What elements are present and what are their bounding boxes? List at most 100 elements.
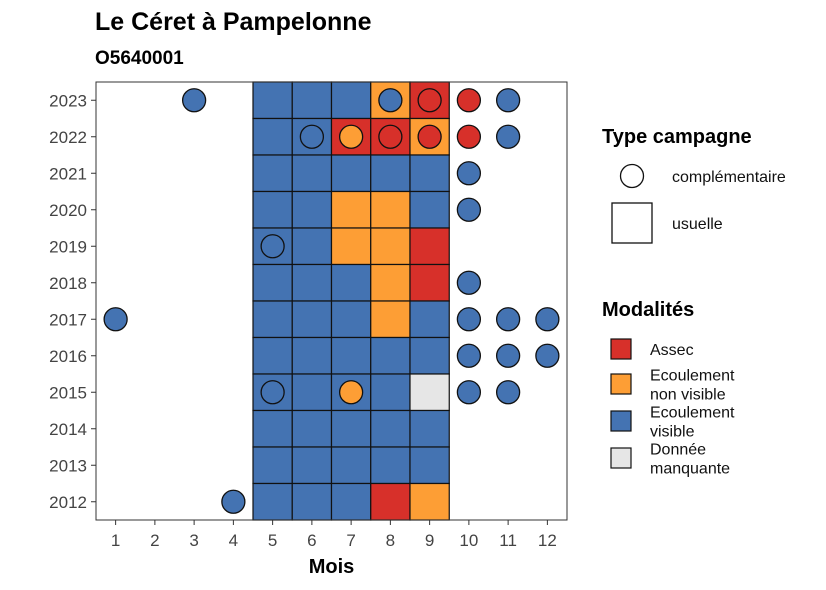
x-tick-label: 8 bbox=[386, 531, 395, 550]
x-tick-label: 3 bbox=[189, 531, 198, 550]
usuelle-cell-2016-5 bbox=[252, 336, 293, 375]
usuelle-cell-2021-9 bbox=[409, 154, 450, 193]
complementaire-point-2019-5 bbox=[260, 234, 285, 259]
x-tick-label: 11 bbox=[499, 531, 517, 550]
usuelle-cell-2017-8 bbox=[370, 300, 411, 339]
usuelle-cell-2022-7 bbox=[330, 117, 372, 156]
y-tick-label: 2022 bbox=[49, 128, 87, 147]
usuelle-cell-2016-9 bbox=[409, 336, 450, 375]
legend-square-symbol bbox=[611, 202, 653, 244]
x-axis-title: Mois bbox=[309, 556, 355, 578]
usuelle-cell-2023-5 bbox=[252, 81, 293, 120]
usuelle-cell-2020-5 bbox=[252, 190, 293, 229]
usuelle-cell-2020-7 bbox=[330, 190, 372, 229]
usuelle-cell-2020-8 bbox=[370, 190, 411, 229]
y-tick-label: 2014 bbox=[49, 420, 87, 439]
y-tick-label: 2017 bbox=[49, 310, 87, 329]
usuelle-cell-2018-6 bbox=[291, 263, 333, 302]
legend-modalites: Modalités Assec Ecoulement non visibleEcou… bbox=[602, 299, 735, 478]
legend-modalite-swatch bbox=[610, 338, 632, 360]
complementaire-point-2022-8 bbox=[378, 124, 403, 149]
plot-panel-border bbox=[95, 81, 568, 521]
complementaire-point-2017-10 bbox=[456, 307, 482, 332]
usuelle-cell-2020-6 bbox=[291, 190, 333, 229]
legend-modalite-swatch bbox=[610, 410, 632, 432]
usuelle-cell-2022-5 bbox=[252, 117, 293, 156]
usuelle-cell-2013-8 bbox=[370, 446, 411, 485]
usuelle-cell-2018-7 bbox=[330, 263, 372, 302]
usuelle-cell-2021-5 bbox=[252, 154, 293, 193]
complementaire-point-2018-10 bbox=[456, 270, 482, 295]
usuelle-cell-2019-6 bbox=[291, 227, 333, 266]
complementaire-point-2022-9 bbox=[417, 124, 442, 149]
legend-circle-symbol bbox=[619, 163, 645, 189]
x-tick-label: 1 bbox=[111, 531, 120, 550]
usuelle-cell-2012-9 bbox=[409, 482, 450, 521]
usuelle-cell-2018-9 bbox=[409, 263, 450, 302]
y-tick-label: 2019 bbox=[49, 237, 87, 256]
usuelle-cell-2014-9 bbox=[409, 409, 450, 448]
usuelle-cell-2020-9 bbox=[409, 190, 450, 229]
complementaire-point-2015-11 bbox=[495, 380, 521, 405]
usuelle-cell-2018-8 bbox=[370, 263, 411, 302]
legend-modalite-label: Ecoulement non visible bbox=[650, 368, 735, 404]
x-tick-label: 6 bbox=[307, 531, 316, 550]
usuelle-cell-2014-7 bbox=[330, 409, 372, 448]
complementaire-point-2016-12 bbox=[535, 343, 560, 368]
complementaire-point-2023-11 bbox=[495, 88, 521, 113]
usuelle-cell-2016-7 bbox=[330, 336, 372, 375]
x-tick-label: 12 bbox=[538, 531, 557, 550]
usuelle-cell-2016-6 bbox=[291, 336, 333, 375]
complementaire-point-2023-8 bbox=[378, 88, 403, 113]
complementaire-point-2022-7 bbox=[338, 124, 364, 149]
usuelle-cell-2015-8 bbox=[370, 373, 411, 412]
usuelle-cell-2015-6 bbox=[291, 373, 333, 412]
y-tick-label: 2015 bbox=[49, 383, 87, 402]
y-tick-label: 2021 bbox=[49, 164, 87, 183]
complementaire-point-2022-10 bbox=[456, 124, 482, 149]
complementaire-points bbox=[103, 88, 560, 514]
legend-modalite-label: Donnée manquante bbox=[650, 442, 730, 478]
x-axis: 1 2 3 4 5 6 7 8 9 10 11 12 bbox=[111, 520, 557, 550]
y-axis: 2012 2013 2014 2015 2016 2017 2018 2019 2020 2021… bbox=[49, 91, 96, 512]
y-tick-label: 2016 bbox=[49, 347, 87, 366]
usuelle-cell-2021-7 bbox=[330, 154, 372, 193]
complementaire-point-2022-6 bbox=[299, 124, 325, 149]
usuelle-cell-2023-6 bbox=[291, 81, 333, 120]
complementaire-point-2021-10 bbox=[456, 161, 482, 186]
complementaire-point-2015-7 bbox=[338, 380, 364, 405]
x-tick-label: 7 bbox=[346, 531, 355, 550]
usuelle-cell-2023-7 bbox=[330, 81, 372, 120]
usuelle-cell-2017-5 bbox=[252, 300, 293, 339]
y-tick-label: 2013 bbox=[49, 456, 87, 475]
complementaire-point-2015-5 bbox=[260, 380, 285, 405]
legend-type-label: usuelle bbox=[672, 216, 723, 233]
chart-subtitle: O5640001 bbox=[95, 48, 184, 69]
complementaire-point-2017-1 bbox=[103, 307, 128, 332]
usuelle-cell-2013-6 bbox=[291, 446, 333, 485]
usuelle-cell-2021-8 bbox=[370, 154, 411, 193]
complementaire-point-2012-4 bbox=[221, 489, 246, 514]
legend-modalite-label: Ecoulement visible bbox=[650, 405, 735, 441]
usuelle-cell-2019-7 bbox=[330, 227, 372, 266]
legend-modalite-swatch bbox=[610, 373, 632, 395]
usuelle-cell-2012-5 bbox=[252, 482, 293, 521]
x-tick-label: 5 bbox=[268, 531, 277, 550]
complementaire-point-2023-9 bbox=[417, 88, 442, 113]
x-tick-label: 9 bbox=[425, 531, 434, 550]
x-tick-label: 10 bbox=[459, 531, 478, 550]
usuelle-cell-2018-5 bbox=[252, 263, 293, 302]
legend-type-campagne: Type campagne complémentaire usuelle bbox=[602, 126, 786, 244]
usuelle-cell-2017-7 bbox=[330, 300, 372, 339]
legend-modalite-swatch bbox=[610, 447, 632, 469]
usuelle-cell-2017-6 bbox=[291, 300, 333, 339]
usuelle-cell-2013-7 bbox=[330, 446, 372, 485]
usuelle-cell-2017-9 bbox=[409, 300, 450, 339]
legend-modalites-title: Modalités bbox=[602, 299, 694, 321]
legend-type-title: Type campagne bbox=[602, 126, 752, 148]
complementaire-point-2015-10 bbox=[456, 380, 482, 405]
usuelle-cells bbox=[252, 81, 450, 521]
usuelle-cell-2015-9 bbox=[409, 373, 450, 412]
chart-title: Le Céret à Pampelonne bbox=[95, 8, 372, 36]
